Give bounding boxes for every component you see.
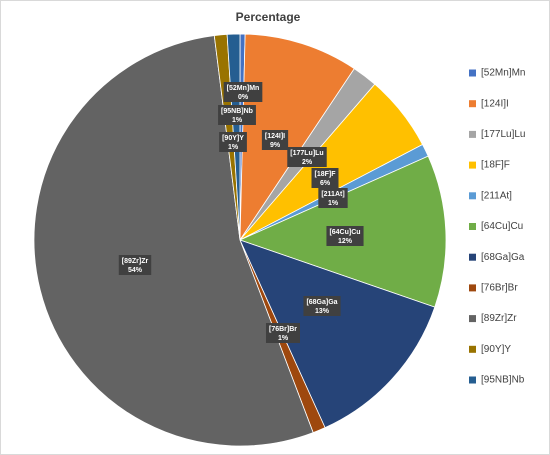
data-label: [211At] 1% <box>318 188 348 208</box>
data-label-value: 9% <box>270 142 281 149</box>
data-label-box <box>265 323 301 343</box>
legend-label: [211At] <box>481 190 512 201</box>
data-label: [89Zr]Zr 54% <box>118 255 152 275</box>
data-label: [177Lu]Lu 2% <box>287 147 327 167</box>
legend-swatch <box>469 161 476 169</box>
legend-swatch <box>469 315 476 323</box>
data-label-name: [76Br]Br <box>269 326 297 333</box>
data-label-value: 13% <box>315 308 330 315</box>
data-label: [76Br]Br 1% <box>265 323 301 343</box>
data-label-name: [89Zr]Zr <box>122 258 149 265</box>
data-label: [90Y]Y 1% <box>219 132 247 152</box>
data-label: [68Ga]Ga 13% <box>303 296 341 316</box>
chart-title: Percentage <box>236 10 301 24</box>
data-label-box <box>318 188 348 208</box>
legend-label: [124I]I <box>481 98 509 109</box>
data-label: [18F]F 6% <box>311 168 339 188</box>
legend-label: [64Cu]Cu <box>481 221 523 232</box>
data-label-value: 1% <box>232 117 243 124</box>
data-label-box <box>218 105 256 125</box>
legend-swatch <box>469 376 476 384</box>
data-label-name: [64Cu]Cu <box>329 229 360 236</box>
legend-swatch <box>469 345 476 353</box>
legend-label: [90Y]Y <box>481 344 511 355</box>
data-label-name: [68Ga]Ga <box>306 299 337 306</box>
legend-swatch <box>469 223 476 230</box>
data-label-value: 0% <box>238 94 249 101</box>
data-label-box <box>326 226 364 246</box>
data-label-box <box>287 147 327 167</box>
pie-slice <box>239 239 436 429</box>
data-label-name: [211At] <box>321 191 344 198</box>
data-label-name: [90Y]Y <box>222 135 244 142</box>
legend-label: [95NB]Nb <box>481 375 525 386</box>
legend-swatch <box>469 284 476 292</box>
data-label-value: 1% <box>228 144 239 151</box>
data-label-box <box>311 168 339 188</box>
legend-swatch <box>469 100 476 108</box>
legend-swatch <box>469 69 476 77</box>
legend-swatch <box>469 253 476 261</box>
legend-label: [18F]F <box>481 160 510 171</box>
data-label-value: 12% <box>338 238 353 245</box>
data-label-box <box>118 255 152 275</box>
data-label-name: [52Mn]Mn <box>227 85 260 92</box>
data-label-value: 6% <box>320 180 331 187</box>
data-label-value: 1% <box>328 200 339 207</box>
data-label: [52Mn]Mn 0% <box>223 82 263 102</box>
data-label-name: [177Lu]Lu <box>290 150 323 157</box>
data-label: [64Cu]Cu 12% <box>326 226 364 246</box>
data-label-name: [124I]I <box>265 133 285 140</box>
legend-label: [76Br]Br <box>481 283 518 294</box>
legend-swatch <box>469 192 476 200</box>
data-label: [95NB]Nb 1% <box>218 105 256 125</box>
pie-slice <box>33 35 314 447</box>
data-label-name: [95NB]Nb <box>221 108 253 115</box>
data-label-box <box>261 130 289 150</box>
data-label-value: 1% <box>278 335 289 342</box>
data-label-box <box>219 132 247 152</box>
data-label: [124I]I 9% <box>261 130 289 150</box>
legend-label: [89Zr]Zr <box>481 313 517 324</box>
data-label-value: 2% <box>302 159 313 166</box>
legend-swatch <box>469 130 476 138</box>
pie-slice <box>239 33 355 242</box>
data-label-name: [18F]F <box>315 171 337 178</box>
data-label-value: 54% <box>128 267 143 274</box>
legend-label: [68Ga]Ga <box>481 252 525 263</box>
legend-label: [177Lu]Lu <box>481 129 526 140</box>
data-label-box <box>223 82 263 102</box>
legend-label: [52Mn]Mn <box>481 68 525 79</box>
data-label-box <box>303 296 341 316</box>
